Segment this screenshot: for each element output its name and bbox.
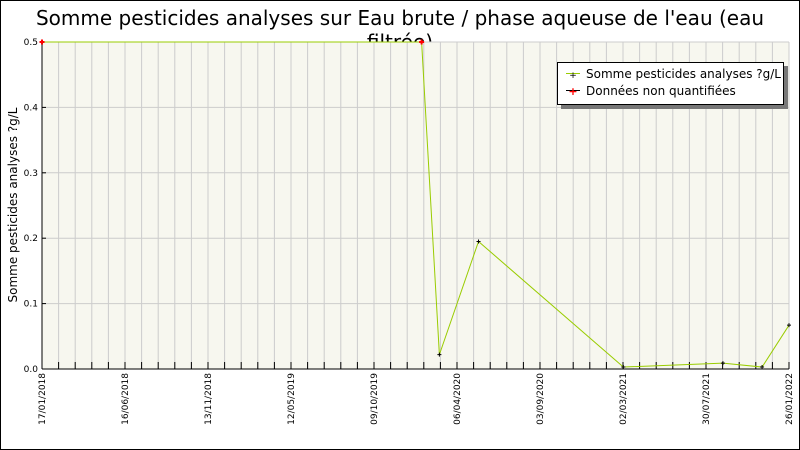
data-point (437, 352, 442, 357)
legend-item-nonquantified: + Données non quantifiées (566, 83, 736, 99)
x-tick-label: 12/05/2019 (287, 373, 297, 425)
legend-line-marker-icon: + (566, 66, 580, 84)
data-point (720, 361, 725, 366)
y-tick-label: 0.3 (24, 169, 38, 179)
x-tick-label: 06/04/2020 (453, 373, 463, 425)
x-tick-label: 02/03/2021 (619, 373, 629, 425)
x-tick-label: 17/01/2018 (38, 373, 48, 425)
x-tick-label: 16/06/2018 (121, 373, 131, 425)
data-point (621, 365, 626, 370)
y-axis-label: Somme pesticides analyses ?g/L (6, 107, 20, 302)
y-tick-label: 0.4 (24, 103, 39, 113)
x-tick-label: 03/09/2020 (536, 373, 546, 425)
data-point (476, 239, 481, 244)
series-line (42, 41, 790, 368)
data-point (760, 365, 765, 370)
data-point (787, 323, 791, 328)
x-tick-label: 13/11/2018 (204, 373, 214, 425)
non-quantified-point (39, 39, 45, 45)
legend-label: Données non quantifiées (586, 84, 736, 98)
non-quantified-point (419, 39, 425, 45)
x-tick-label: 26/01/2022 (785, 373, 795, 425)
legend-red-marker-icon: + (566, 83, 580, 100)
legend-item-series: + Somme pesticides analyses ?g/L (566, 66, 781, 82)
y-tick-label: 0.1 (24, 300, 38, 310)
y-tick-label: 0.2 (24, 234, 38, 244)
legend: + Somme pesticides analyses ?g/L + Données… (557, 62, 784, 105)
y-tick-label: 0.5 (24, 38, 38, 48)
y-tick-label: 0.0 (24, 365, 39, 375)
x-tick-label: 09/10/2019 (370, 373, 380, 425)
x-tick-label: 30/07/2021 (702, 373, 712, 425)
legend-label: Somme pesticides analyses ?g/L (586, 67, 781, 81)
